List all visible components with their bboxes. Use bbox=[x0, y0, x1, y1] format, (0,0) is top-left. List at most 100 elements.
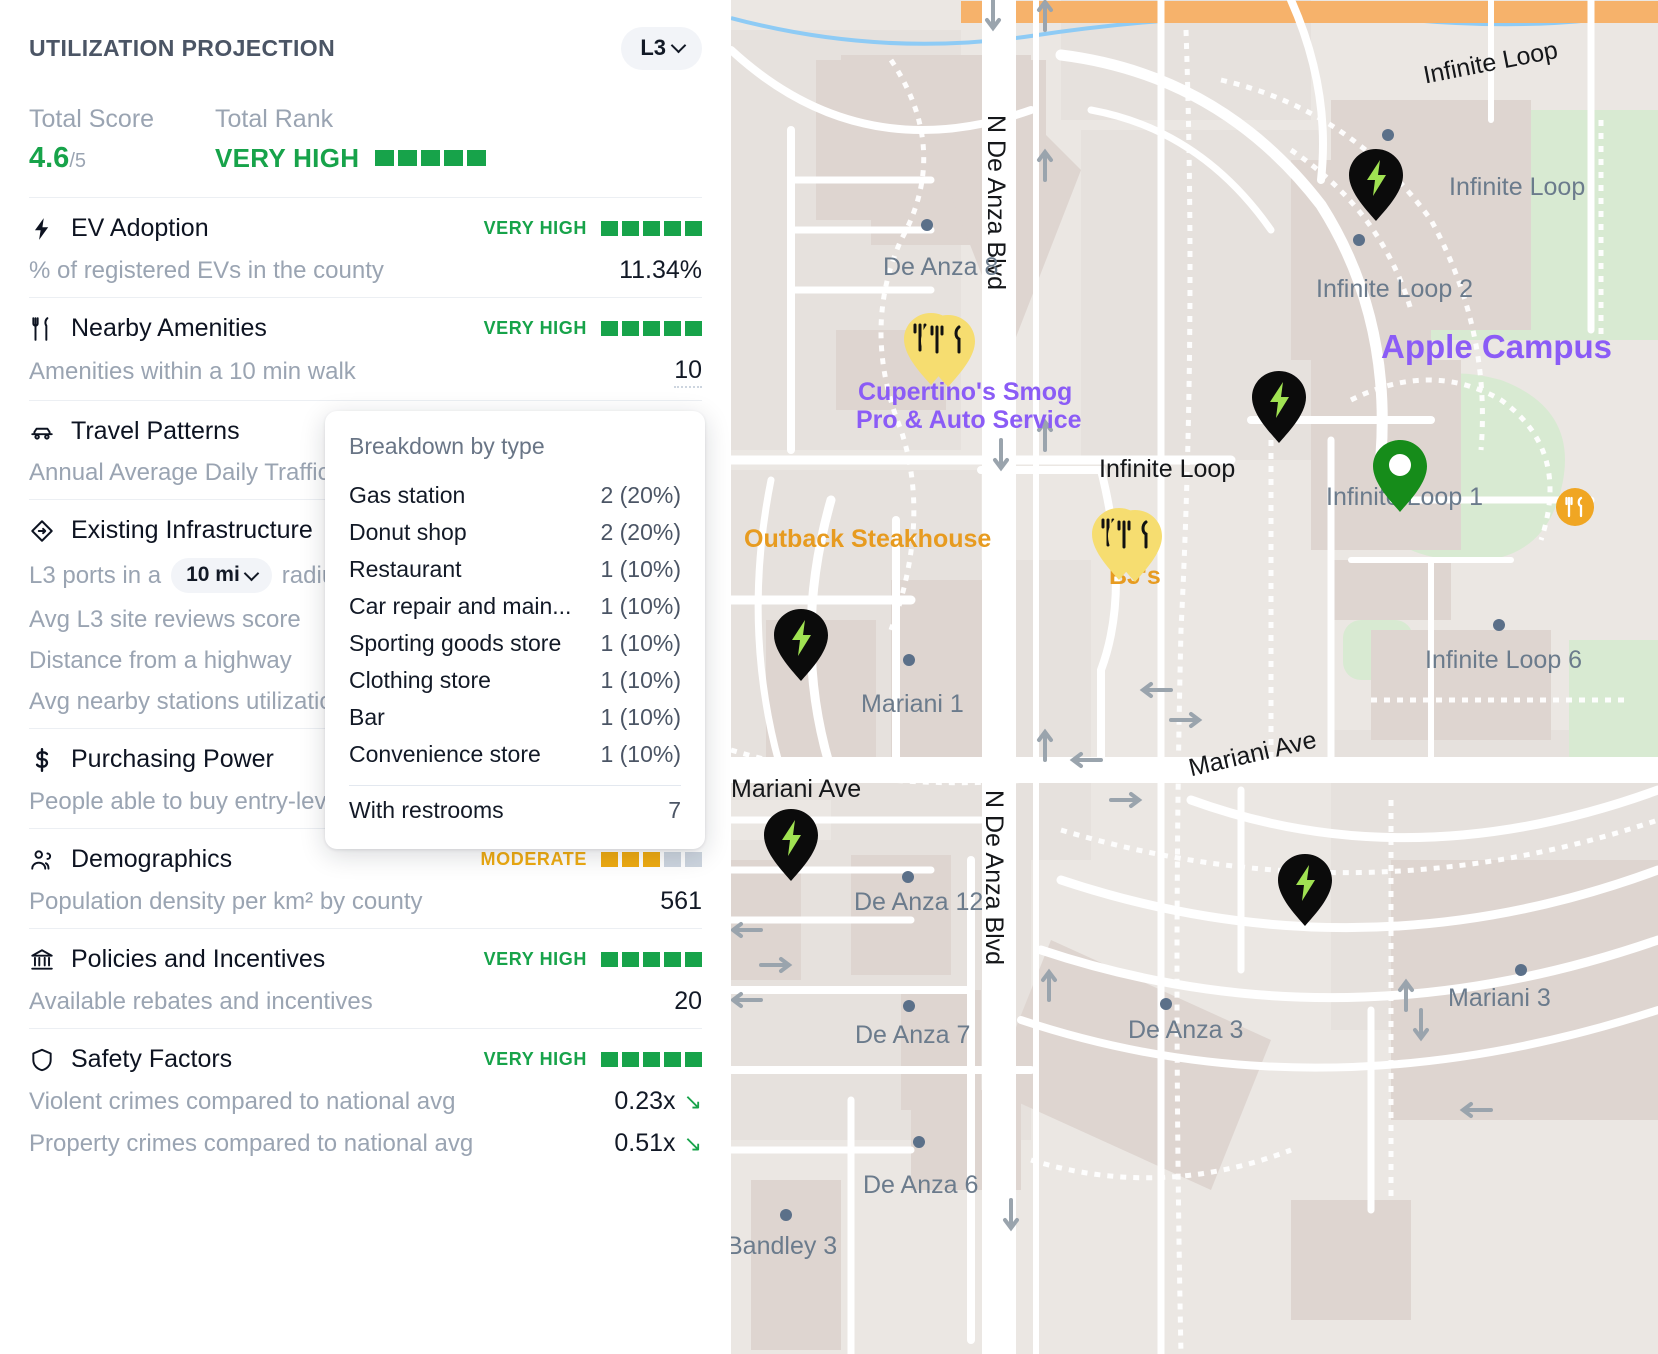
tooltip-title: Breakdown by type bbox=[349, 433, 545, 459]
metric-sub-value: 561 bbox=[660, 887, 702, 915]
map-canvas bbox=[731, 0, 1658, 1354]
metric-sub-label: Amenities within a 10 min walk bbox=[29, 358, 356, 385]
metric-sub-label: L3 ports in a bbox=[29, 561, 162, 589]
metric-rank-bars bbox=[601, 952, 702, 967]
breakdown-count: 2 (20%) bbox=[600, 519, 681, 545]
cutlery-icon bbox=[29, 316, 55, 342]
breakdown-type: Clothing store bbox=[349, 667, 491, 693]
metric-sub-row: Distance from a highway bbox=[29, 647, 702, 675]
metric-sub-value: 0.23x bbox=[614, 1087, 676, 1115]
metric-sub-value-wrap: 0.51x ↘ bbox=[614, 1129, 702, 1158]
breakdown-row: Sporting goods store 1 (10%) bbox=[349, 625, 681, 662]
radius-value: 10 mi bbox=[186, 563, 240, 586]
tooltip-divider bbox=[349, 785, 681, 786]
metric-sub-row: Available rebates and incentives 20 bbox=[29, 987, 702, 1016]
metric-rank-label: MODERATE bbox=[480, 849, 587, 869]
breakdown-row: Car repair and main... 1 (10%) bbox=[349, 588, 681, 625]
metric-rank: MODERATE bbox=[481, 849, 702, 870]
metric-sub-value-wrap: 561 bbox=[660, 887, 702, 916]
shield-icon bbox=[29, 1047, 55, 1073]
chevron-down-icon bbox=[246, 567, 259, 580]
total-score-value: 4.6/5 bbox=[29, 136, 215, 183]
charger-level-value: L3 bbox=[640, 34, 666, 60]
breakdown-type: Restaurant bbox=[349, 556, 462, 582]
total-rank-label: Total Rank bbox=[215, 105, 334, 133]
metric-sub-label: Annual Average Daily Traffic bbox=[29, 459, 330, 486]
total-rank-value: VERY HIGH bbox=[215, 143, 360, 173]
breakdown-count: 1 (10%) bbox=[600, 630, 681, 656]
metric-title: EV Adoption bbox=[71, 214, 209, 242]
metric-sub-value-wrap[interactable]: 10 bbox=[674, 356, 702, 388]
totals-summary: Total Score 4.6/5 Total Rank VERY HIGH bbox=[29, 102, 702, 183]
tooltip-footer-label: With restrooms bbox=[349, 797, 504, 823]
breakdown-count: 1 (10%) bbox=[600, 556, 681, 582]
metric-sub-row: % of registered EVs in the county 11.34% bbox=[29, 256, 702, 285]
metric-sub-row: Violent crimes compared to national avg 0… bbox=[29, 1087, 702, 1116]
total-score-label: Total Score bbox=[29, 105, 155, 133]
utilization-projection-panel: UTILIZATION PROJECTION L3 Total Score 4.… bbox=[0, 0, 731, 1354]
trend-down-icon: ↘ bbox=[683, 1088, 702, 1114]
metric-title: Purchasing Power bbox=[71, 745, 274, 773]
metric-sub-row: Annual Average Daily Traffic bbox=[29, 459, 702, 487]
breakdown-type: Bar bbox=[349, 704, 385, 730]
metric-row: Existing Infrastructure L3 ports in a 10 m… bbox=[29, 499, 702, 728]
tooltip-footer-row: With restrooms 7 bbox=[349, 792, 681, 829]
metric-rank-bars bbox=[601, 1052, 702, 1067]
trend-down-icon: ↘ bbox=[683, 1130, 702, 1156]
total-rank-block: Total Rank VERY HIGH bbox=[215, 102, 487, 183]
breakdown-type: Gas station bbox=[349, 482, 466, 508]
metric-rank-bars bbox=[601, 221, 702, 236]
total-score-denominator: /5 bbox=[69, 150, 87, 172]
breakdown-type: Donut shop bbox=[349, 519, 467, 545]
radius-dropdown[interactable]: 10 mi bbox=[171, 558, 272, 593]
breakdown-row: Donut shop 2 (20%) bbox=[349, 514, 681, 551]
metric-title: Policies and Incentives bbox=[71, 945, 326, 973]
metric-sub-row: Avg nearby stations utilization bbox=[29, 688, 702, 716]
metric-sub-value: 0.51x bbox=[614, 1129, 676, 1157]
breakdown-type: Convenience store bbox=[349, 741, 541, 767]
metric-row: EV Adoption VERY HIGH % of registered EVs … bbox=[29, 197, 702, 297]
metric-sub-value: 20 bbox=[674, 987, 702, 1015]
metric-sub-label: Property crimes compared to national avg bbox=[29, 1129, 474, 1157]
metric-rank-label: VERY HIGH bbox=[483, 218, 587, 238]
metric-sub-row: Amenities within a 10 min walk 10 bbox=[29, 356, 702, 388]
metric-sub-label: Violent crimes compared to national avg bbox=[29, 1087, 456, 1115]
total-rank-bars bbox=[375, 150, 487, 166]
car-icon bbox=[29, 419, 55, 445]
metric-rank: VERY HIGH bbox=[484, 1049, 702, 1070]
tooltip-footer-value: 7 bbox=[668, 797, 681, 823]
metric-sub-label: Population density per km² by county bbox=[29, 887, 423, 915]
metric-title: Existing Infrastructure bbox=[71, 516, 313, 544]
metric-sub-row: Avg L3 site reviews score bbox=[29, 606, 702, 634]
dollar-icon bbox=[29, 747, 55, 773]
metric-sub-label: Distance from a highway bbox=[29, 647, 292, 674]
breakdown-type: Sporting goods store bbox=[349, 630, 562, 656]
metric-rank-bars bbox=[601, 321, 702, 336]
charger-level-dropdown[interactable]: L3 bbox=[621, 26, 702, 70]
metric-sub-value: 11.34% bbox=[619, 256, 702, 284]
metric-rank-label: VERY HIGH bbox=[483, 949, 587, 969]
metric-sub-row: Property crimes compared to national avg… bbox=[29, 1129, 702, 1158]
metric-sub-row: Population density per km² by county 561 bbox=[29, 887, 702, 916]
metric-rank-label: VERY HIGH bbox=[483, 1049, 587, 1069]
breakdown-row: Clothing store 1 (10%) bbox=[349, 662, 681, 699]
metric-rank-bars bbox=[601, 852, 702, 867]
metric-title: Travel Patterns bbox=[71, 417, 240, 445]
chevron-down-icon bbox=[673, 39, 686, 52]
metric-row: Nearby Amenities VERY HIGH Amenities withi… bbox=[29, 297, 702, 400]
page-title: UTILIZATION PROJECTION bbox=[29, 34, 336, 61]
map-view[interactable]: N De Anza Blvd N De Anza Blvd Infinite Loo… bbox=[731, 0, 1658, 1354]
metric-title: Demographics bbox=[71, 845, 233, 873]
diamond-arrow-icon bbox=[29, 518, 55, 544]
metric-title: Safety Factors bbox=[71, 1045, 233, 1073]
metric-sub-label: Available rebates and incentives bbox=[29, 987, 373, 1015]
breakdown-count: 2 (20%) bbox=[600, 482, 681, 508]
metric-sub-label: % of registered EVs in the county bbox=[29, 256, 384, 284]
bank-icon bbox=[29, 947, 55, 973]
metrics-list: EV Adoption VERY HIGH % of registered EVs … bbox=[29, 197, 702, 1170]
total-score-number: 4.6 bbox=[29, 142, 70, 174]
metric-sub-value-wrap: 11.34% bbox=[619, 256, 702, 285]
metric-sub-value-wrap: 0.23x ↘ bbox=[614, 1087, 702, 1116]
metric-rank: VERY HIGH bbox=[484, 318, 702, 339]
metric-sub-label: Avg L3 site reviews score bbox=[29, 606, 301, 633]
